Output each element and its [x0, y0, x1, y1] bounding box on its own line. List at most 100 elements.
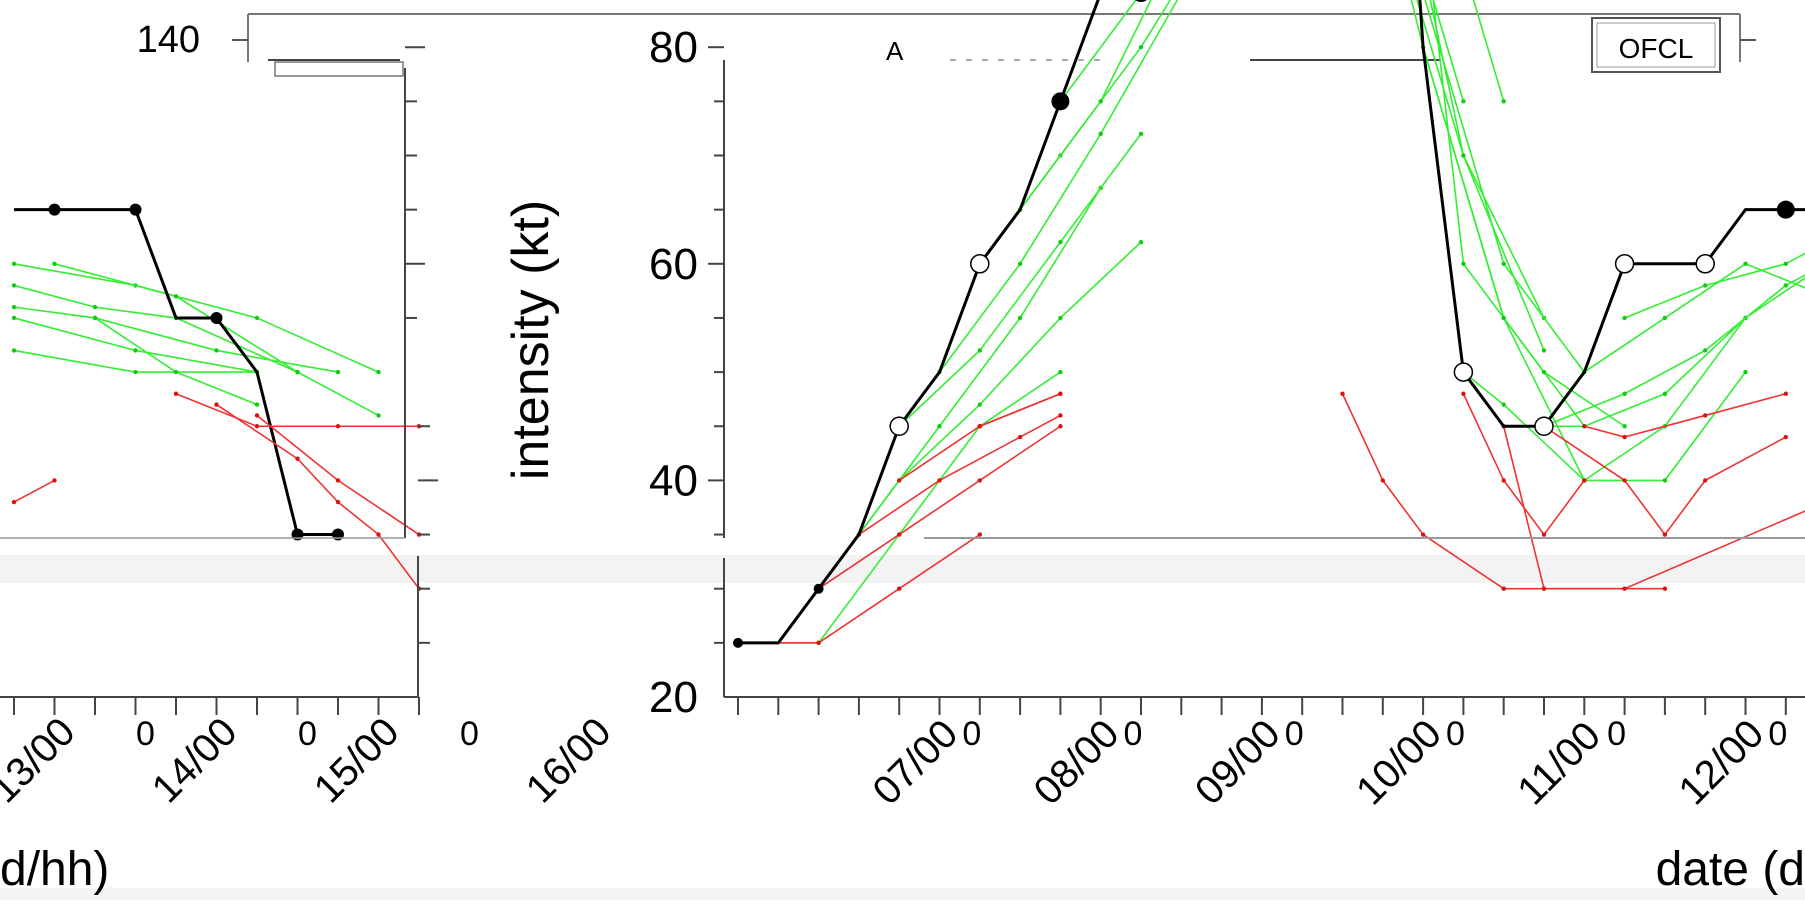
left-forecast-point-weak [11, 499, 17, 505]
left-x-tick-fragment: 0 [298, 715, 317, 753]
forecast-point-weak [1058, 424, 1063, 429]
forecast-point [1138, 45, 1144, 50]
forecast-point-weak [1582, 478, 1587, 483]
forecast-point [1622, 424, 1627, 429]
forecast-point [937, 424, 942, 429]
x-tick-fragment: 0 [1768, 715, 1787, 753]
left-forecast-line [13, 306, 339, 373]
y-tick-label: 40 [649, 456, 698, 505]
forecast-point [1703, 283, 1708, 288]
left-forecast-point-weak [335, 424, 341, 429]
left-forecast-point [11, 315, 17, 321]
left-forecast-point [173, 294, 179, 299]
forecast-point [1461, 99, 1466, 104]
forecast-line-weak [1584, 392, 1787, 438]
forecast-point [1743, 261, 1748, 266]
forecast-line-weak [858, 414, 1061, 536]
left-forecast-point [173, 369, 179, 375]
forecast-point-weak [1340, 391, 1345, 396]
best-track-marker [1051, 92, 1070, 111]
best-track-marker [1135, 0, 1147, 3]
left-forecast-point [295, 369, 300, 375]
top-strip: 140 OFCL A [137, 13, 1756, 77]
top-tick-label: 140 [137, 19, 200, 61]
forecast-point-weak [1582, 424, 1587, 429]
best-track-marker [813, 583, 824, 594]
forecast-point-weak [1461, 391, 1466, 396]
x-tick-label: 10/00 [1348, 711, 1450, 813]
forecast-point [1541, 348, 1547, 353]
left-forecast-point [11, 304, 17, 310]
forecast-point-weak [1501, 478, 1506, 483]
forecast-point-weak [1501, 586, 1506, 591]
left-forecast-point [335, 369, 341, 375]
left-x-tick-label: 15/00 [306, 709, 408, 811]
best-track-marker-open [889, 416, 909, 436]
forecast-point-weak [1541, 532, 1547, 537]
best-track-line [738, 0, 1805, 645]
forecast-line [1416, 0, 1545, 319]
forecast-point-weak [1622, 478, 1627, 483]
forecast-point [1138, 239, 1144, 245]
forecast-point-weak [897, 586, 902, 591]
main-panel-plot [733, 0, 1805, 648]
left-forecast-point [254, 315, 260, 321]
y-tick-label: 60 [649, 240, 698, 289]
best-track-marker-open [1453, 362, 1474, 382]
left-best-track-marker [129, 203, 142, 216]
x-tick-fragment: 0 [1124, 715, 1143, 753]
forecast-point [1461, 261, 1466, 266]
left-forecast-point [11, 283, 17, 288]
left-best-track-line [14, 208, 338, 537]
y-tick-label: 20 [649, 673, 698, 722]
forecast-point [1501, 99, 1506, 104]
left-forecast-point [92, 315, 98, 321]
forecast-line [1624, 252, 1805, 319]
forecast-line [1543, 274, 1805, 427]
x-axis-label: date (d [1656, 843, 1805, 896]
best-track-marker-open [1614, 254, 1635, 274]
left-forecast-line [13, 349, 257, 373]
forecast-point [977, 402, 982, 407]
forecast-point-weak [1380, 478, 1386, 483]
forecast-point [1622, 391, 1627, 396]
left-forecast-point [214, 348, 219, 353]
forecast-line [1429, 0, 1545, 351]
left-x-tick-fragment: 0 [460, 715, 479, 753]
forecast-line [1019, 0, 1152, 211]
left-panel-lower [11, 391, 422, 591]
forecast-point [1541, 369, 1547, 375]
forecast-point-weak [977, 478, 982, 483]
left-best-track-marker [210, 311, 223, 324]
forecast-point [1662, 391, 1668, 396]
x-tick-fragment: 0 [1285, 715, 1304, 753]
forecast-line [1472, 0, 1505, 102]
main-panel: 20406080100120 07/00008/00009/00010/0001… [502, 0, 1805, 896]
forecast-point-weak [1420, 532, 1426, 537]
forecast-point [1098, 131, 1103, 137]
left-forecast-line [54, 263, 379, 417]
x-tick-label: 09/00 [1187, 711, 1289, 813]
left-forecast-point [376, 413, 381, 418]
left-panel-upper [11, 203, 381, 541]
best-track-marker-open [1534, 416, 1554, 436]
x-tick-fragment: 0 [962, 715, 981, 753]
left-forecast-point-weak [376, 532, 381, 537]
legend-fragment-glyph: A [886, 36, 904, 66]
forecast-line [1424, 0, 1585, 373]
forecast-point [1703, 348, 1708, 353]
left-forecast-point [52, 261, 57, 266]
left-forecast-point-weak [254, 413, 260, 418]
legend-box-inner [1596, 22, 1716, 68]
forecast-point-weak [1541, 586, 1547, 591]
forecast-point [1783, 283, 1789, 288]
forecast-point [1501, 315, 1506, 321]
left-forecast-point-weak [214, 402, 219, 407]
left-forecast-point [133, 348, 138, 353]
forecast-point [1461, 153, 1466, 158]
x-tick-label: 12/00 [1670, 711, 1772, 813]
left-forecast-point [11, 348, 17, 353]
forecast-line [1503, 277, 1805, 428]
forecast-point-weak [816, 640, 821, 646]
left-x-tick-label: 13/00 [0, 709, 84, 811]
